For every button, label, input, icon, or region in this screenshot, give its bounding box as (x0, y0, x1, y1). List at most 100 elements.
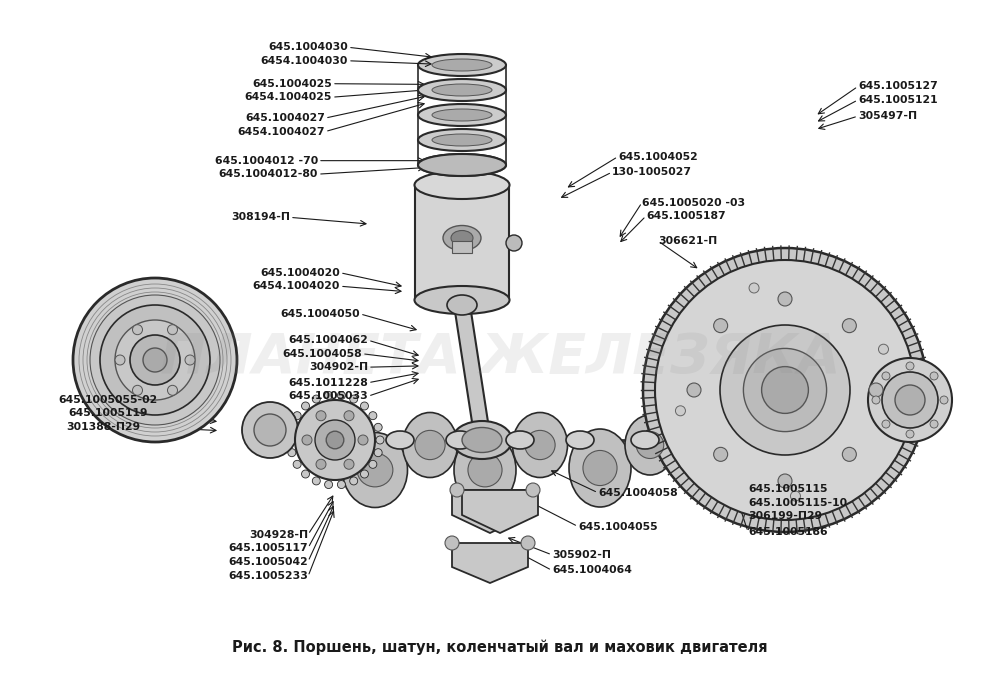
Text: 645.1004052: 645.1004052 (618, 152, 698, 161)
Circle shape (242, 402, 298, 458)
Circle shape (872, 396, 880, 404)
Circle shape (643, 248, 927, 532)
Ellipse shape (418, 129, 506, 151)
Ellipse shape (418, 104, 506, 126)
Text: 645.1004050: 645.1004050 (280, 309, 360, 319)
Circle shape (143, 348, 167, 372)
Circle shape (358, 435, 368, 445)
Text: 645.1004025: 645.1004025 (252, 79, 332, 88)
Circle shape (882, 372, 890, 380)
Circle shape (526, 483, 540, 497)
Ellipse shape (418, 154, 506, 176)
Text: 645.1004030: 645.1004030 (268, 43, 348, 52)
Circle shape (167, 385, 177, 396)
Text: 6454.1004027: 6454.1004027 (238, 127, 325, 136)
Text: 645.1004020: 645.1004020 (260, 268, 340, 277)
Circle shape (778, 292, 792, 306)
Circle shape (115, 320, 195, 400)
Polygon shape (452, 490, 528, 533)
Text: 645.1005127: 645.1005127 (858, 82, 938, 91)
Ellipse shape (691, 431, 719, 449)
Text: 645.1005042: 645.1005042 (228, 557, 308, 566)
Circle shape (906, 362, 914, 370)
Circle shape (762, 367, 808, 413)
Circle shape (295, 400, 375, 480)
Text: 130-1005027: 130-1005027 (612, 167, 692, 177)
Circle shape (882, 372, 938, 428)
Text: 645.1004027: 645.1004027 (245, 113, 325, 123)
Text: 645.1004058: 645.1004058 (598, 488, 678, 497)
Text: 645.1005115-10: 645.1005115-10 (748, 498, 847, 508)
Circle shape (374, 449, 382, 457)
Polygon shape (454, 305, 490, 435)
Ellipse shape (512, 412, 568, 477)
Ellipse shape (631, 431, 659, 449)
Circle shape (293, 412, 301, 420)
Text: 645.1004058: 645.1004058 (282, 349, 362, 358)
Ellipse shape (506, 431, 534, 449)
Circle shape (344, 411, 354, 421)
Text: 6454.1004025: 6454.1004025 (245, 92, 332, 102)
Text: Рис. 8. Поршень, шатун, коленчатый вал и маховик двигателя: Рис. 8. Поршень, шатун, коленчатый вал и… (232, 639, 768, 655)
Circle shape (714, 319, 728, 333)
Circle shape (360, 402, 368, 410)
Text: 645.1011228: 645.1011228 (288, 378, 368, 387)
Text: 645.1004055: 645.1004055 (578, 522, 658, 531)
Circle shape (720, 325, 850, 455)
Ellipse shape (451, 230, 473, 246)
Circle shape (73, 278, 237, 442)
Circle shape (288, 449, 296, 457)
Circle shape (302, 470, 310, 478)
Text: ПЛАНЕТА ЖЕЛЕЗЯКА: ПЛАНЕТА ЖЕЛЕЗЯКА (160, 331, 840, 385)
Circle shape (506, 235, 522, 251)
Circle shape (312, 395, 320, 403)
Circle shape (254, 414, 286, 446)
Circle shape (675, 406, 685, 416)
Text: 645.1004062: 645.1004062 (288, 335, 368, 345)
Ellipse shape (432, 84, 492, 96)
Ellipse shape (566, 431, 594, 449)
Polygon shape (452, 543, 528, 583)
Ellipse shape (432, 134, 492, 146)
Ellipse shape (386, 431, 414, 449)
Circle shape (100, 305, 210, 415)
Circle shape (369, 412, 377, 420)
Text: 645.1004064: 645.1004064 (552, 566, 632, 575)
Circle shape (868, 358, 952, 442)
Circle shape (842, 319, 856, 333)
Ellipse shape (415, 431, 445, 460)
Circle shape (842, 448, 856, 461)
Circle shape (930, 372, 938, 380)
Ellipse shape (316, 431, 344, 449)
Circle shape (350, 395, 358, 403)
Text: 305902-П: 305902-П (552, 550, 611, 560)
Ellipse shape (432, 109, 492, 121)
Text: 306621-П: 306621-П (658, 236, 717, 246)
Ellipse shape (415, 171, 510, 199)
Text: 645.1005117: 645.1005117 (228, 543, 308, 553)
Ellipse shape (342, 433, 408, 508)
Ellipse shape (454, 433, 516, 508)
Ellipse shape (569, 429, 631, 507)
Text: 304902-П: 304902-П (309, 362, 368, 372)
Polygon shape (452, 241, 472, 253)
Circle shape (374, 423, 382, 431)
Circle shape (315, 420, 355, 460)
Circle shape (185, 355, 195, 365)
Circle shape (288, 423, 296, 431)
Circle shape (132, 385, 143, 396)
Ellipse shape (525, 431, 555, 460)
Circle shape (350, 477, 358, 485)
Circle shape (316, 459, 326, 469)
Circle shape (325, 392, 333, 400)
Text: 308194-П: 308194-П (231, 213, 290, 222)
Circle shape (521, 536, 535, 550)
Text: 304928-П: 304928-П (249, 530, 308, 539)
Circle shape (168, 325, 178, 335)
Text: 6454.1004020: 6454.1004020 (253, 281, 340, 291)
Ellipse shape (452, 421, 512, 459)
Circle shape (445, 536, 459, 550)
Circle shape (906, 430, 914, 438)
Text: 645.1004012-80: 645.1004012-80 (219, 169, 318, 179)
Text: 645.1005033: 645.1005033 (288, 392, 368, 401)
